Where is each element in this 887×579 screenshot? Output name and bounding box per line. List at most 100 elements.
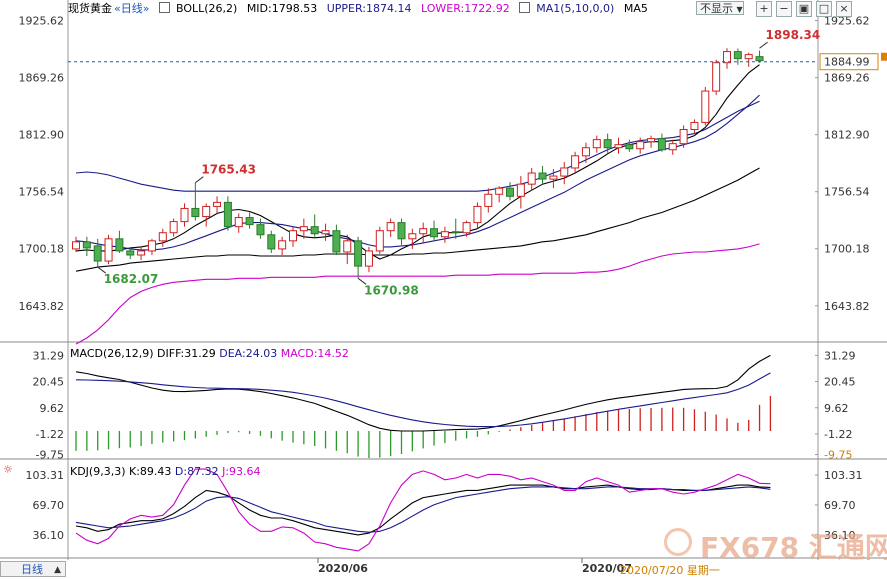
y-tick-label-left: 1869.26 <box>19 72 65 85</box>
candle-body <box>636 141 645 150</box>
candle-body <box>571 155 580 169</box>
instrument-name: 现货黄金 <box>68 2 112 15</box>
hide-dropdown[interactable]: 不显示 ▼ <box>696 1 744 15</box>
line-mid <box>75 167 760 272</box>
candle-body <box>430 228 439 238</box>
annotation-label: 1898.34 <box>766 28 821 42</box>
candle-body <box>647 138 656 143</box>
y-tick-label-left: 1643.82 <box>19 300 65 313</box>
candle-body <box>516 183 525 197</box>
tab-daily[interactable]: 日线 ▲ <box>0 561 66 577</box>
settings-button[interactable]: ▣ <box>796 1 812 17</box>
period-label[interactable]: «日线» <box>114 2 150 15</box>
zoom-in-button[interactable]: + <box>756 1 772 17</box>
candle-body <box>690 121 699 131</box>
macd-dea-label: DEA:24.03 <box>219 347 278 360</box>
candle-body <box>256 224 265 236</box>
watermark: FX678 汇通网 <box>700 531 887 564</box>
close-icon: × <box>839 2 849 15</box>
candle-body <box>343 240 352 253</box>
ma5-label: MA5 <box>623 2 648 15</box>
cursor-date: 2020/07/20 星期一 <box>620 564 720 577</box>
y-tick-label-left: 36.10 <box>33 529 65 542</box>
annotation-label: 1670.98 <box>364 283 419 297</box>
candle-body <box>299 226 308 232</box>
candle-body <box>549 175 558 180</box>
annotation-label: 1682.07 <box>104 272 159 286</box>
y-tick-label-left: 103.31 <box>26 469 65 482</box>
settings-icon: ▣ <box>798 2 810 15</box>
y-tick-label-right: 69.70 <box>824 499 856 512</box>
current-price-tag <box>819 53 879 71</box>
candle-body <box>191 207 200 218</box>
annotation-label: 1765.43 <box>201 163 256 177</box>
y-tick-label-right: 1869.26 <box>824 72 870 85</box>
kdj-k-label: K:89.43 <box>129 465 172 478</box>
candle-body <box>213 201 222 207</box>
y-tick-label-right: 1925.62 <box>824 15 870 28</box>
candle-body <box>679 129 688 145</box>
candle-body <box>180 207 189 223</box>
line-dea <box>75 372 771 428</box>
kdj-j-label: J:93.64 <box>222 465 261 478</box>
candle-body <box>126 250 135 256</box>
candle-body <box>603 139 612 149</box>
candle-body <box>72 241 80 250</box>
zoom-out-button[interactable]: − <box>776 1 792 17</box>
candle-body <box>245 217 254 226</box>
candle-body <box>332 230 341 253</box>
y-tick-label-left: 69.70 <box>33 499 65 512</box>
line-diff <box>75 354 771 432</box>
candle-body <box>712 62 721 92</box>
chart-legend-bar: 现货黄金 «日线» BOLL(26,2) MID:1798.53 UPPER:18… <box>0 0 820 18</box>
y-tick-label-right: 36.10 <box>824 529 856 542</box>
candle-body <box>506 187 514 197</box>
candle-body <box>137 250 146 256</box>
y-tick-label-left: 1756.54 <box>19 186 65 199</box>
current-price-label: 1884.99 <box>824 56 870 69</box>
candle-body <box>657 138 666 151</box>
candle-body <box>495 187 504 195</box>
y-tick-label-right: 31.29 <box>824 349 856 362</box>
candle-body <box>755 56 764 62</box>
candle-body <box>289 230 297 242</box>
line-k <box>75 484 771 536</box>
plus-icon: + <box>759 2 769 15</box>
candle-body <box>560 167 569 177</box>
candle-body <box>104 238 113 262</box>
candle-body <box>701 90 710 123</box>
y-tick-label-right: 103.31 <box>824 469 863 482</box>
indicator-settings-icon[interactable]: ☼ <box>3 463 13 476</box>
kdj-legend: KDJ(9,3,3) K:89.43 D:87.32 J:93.64 <box>70 465 261 478</box>
upper-label: UPPER:1874.14 <box>326 2 412 15</box>
maximize-button[interactable]: □ <box>816 1 832 17</box>
candle-body <box>147 240 156 252</box>
line-ma10 <box>75 94 760 251</box>
candle-body <box>744 54 753 60</box>
y-tick-label-right: -1.22 <box>824 428 852 441</box>
close-button[interactable]: × <box>836 1 852 17</box>
line-ma5 <box>75 64 760 260</box>
y-tick-label-right: 1700.18 <box>824 243 870 256</box>
candle-body <box>321 230 330 235</box>
chevron-down-icon: ▼ <box>736 5 743 14</box>
watermark-logo-icon <box>664 528 692 556</box>
candle-body <box>354 240 363 267</box>
mid-label: MID:1798.53 <box>246 2 318 15</box>
boll-checkbox-icon[interactable] <box>158 2 170 13</box>
ma-checkbox-icon[interactable] <box>519 2 531 13</box>
y-tick-label-right: 9.62 <box>824 402 849 415</box>
candle-body <box>267 234 276 250</box>
candle-body <box>538 172 547 180</box>
macd-value-label: MACD:14.52 <box>280 347 349 360</box>
candle-body <box>278 240 287 250</box>
line-j <box>75 468 771 552</box>
y-tick-label-right: 1643.82 <box>824 300 870 313</box>
candle-body <box>484 193 493 207</box>
minus-icon: − <box>779 2 789 15</box>
candle-body <box>82 241 91 249</box>
hide-dropdown-label: 不显示 <box>700 2 733 15</box>
line-lower <box>75 243 760 345</box>
kdj-d-label: D:87.32 <box>174 465 219 478</box>
candle-body <box>202 205 211 218</box>
